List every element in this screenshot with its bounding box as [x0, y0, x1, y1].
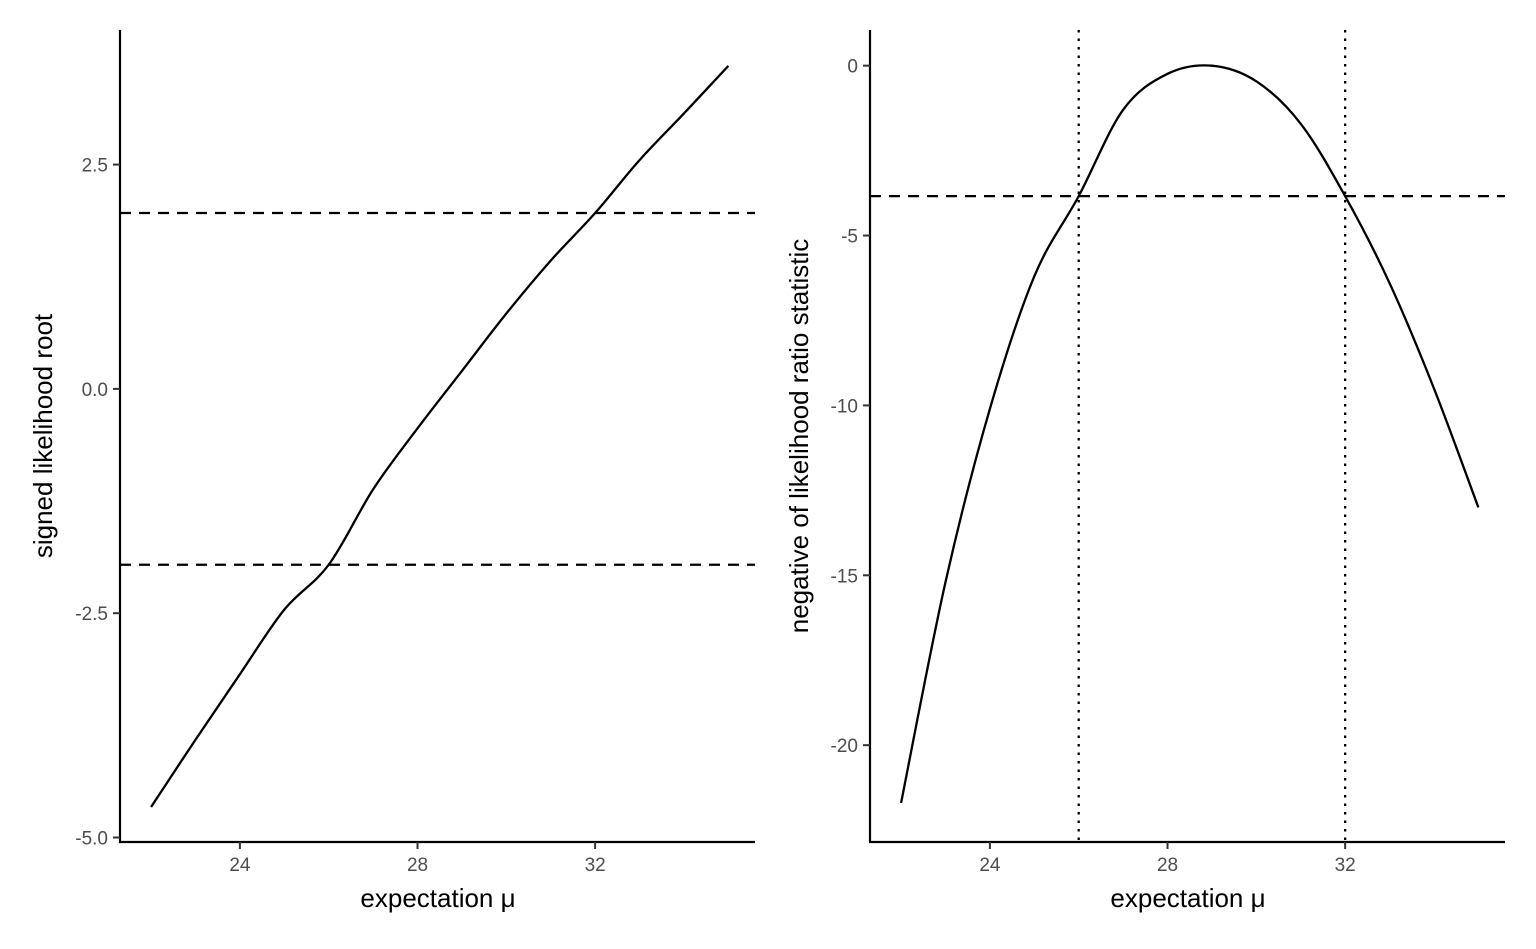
left-x-tick-label-0: 24	[229, 855, 251, 876]
left-panel-signed-likelihood-root: expectation μ signed likelihood root 24 2…	[28, 30, 755, 913]
right-y-axis-title: negative of likelihood ratio statistic	[784, 239, 814, 634]
left-y-tick-label-1: -2.5	[75, 604, 108, 625]
left-x-tick-label-1: 28	[407, 855, 428, 876]
right-x-tick-label-2: 32	[1335, 855, 1356, 876]
right-panel-likelihood-ratio-statistic: expectation μ negative of likelihood rat…	[784, 30, 1505, 913]
left-x-tick-label-2: 32	[585, 855, 606, 876]
right-x-tick-label-1: 28	[1157, 855, 1178, 876]
left-y-tick-label-2: 0.0	[82, 380, 108, 401]
right-y-tick-label-2: -10	[831, 396, 858, 417]
left-y-axis-title: signed likelihood root	[28, 313, 58, 558]
left-y-tick-label-3: 2.5	[82, 156, 108, 177]
right-x-tick-label-0: 24	[979, 855, 1001, 876]
right-x-axis-title: expectation μ	[1110, 883, 1265, 913]
right-y-tick-label-0: -20	[831, 736, 858, 757]
right-y-tick-label-1: -15	[831, 566, 858, 587]
right-series-line-0	[899, 64, 1480, 804]
left-y-tick-label-0: -5.0	[75, 829, 108, 850]
left-x-axis-title: expectation μ	[360, 883, 515, 913]
right-y-tick-label-3: -5	[841, 227, 858, 248]
right-y-tick-label-4: 0	[847, 57, 858, 78]
left-series-line-0	[150, 65, 730, 808]
